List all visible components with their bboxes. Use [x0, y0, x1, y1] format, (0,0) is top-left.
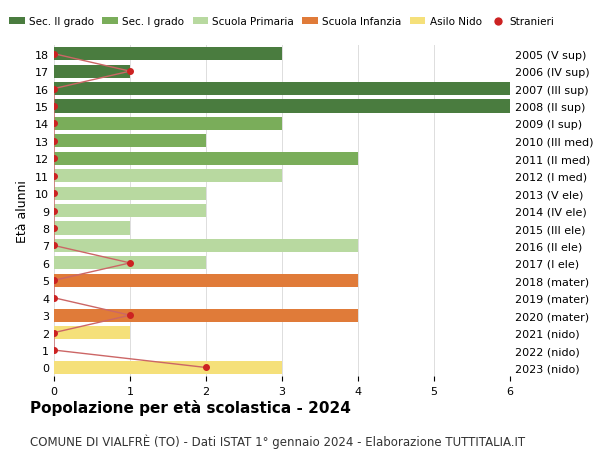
Bar [54, 205, 206, 218]
Bar [54, 361, 282, 374]
Bar [54, 257, 206, 270]
Bar [54, 66, 130, 78]
Y-axis label: Anni di nascita: Anni di nascita [599, 165, 600, 257]
Bar [54, 118, 282, 131]
Bar [54, 100, 510, 113]
Bar [54, 274, 358, 287]
Bar [54, 187, 206, 200]
Bar [54, 240, 358, 252]
Bar [54, 170, 282, 183]
Y-axis label: Età alunni: Età alunni [16, 180, 29, 242]
Bar [54, 222, 130, 235]
Bar [54, 135, 206, 148]
Legend: Sec. II grado, Sec. I grado, Scuola Primaria, Scuola Infanzia, Asilo Nido, Stran: Sec. II grado, Sec. I grado, Scuola Prim… [5, 13, 559, 31]
Bar [54, 152, 358, 166]
Bar [54, 48, 282, 61]
Text: Popolazione per età scolastica - 2024: Popolazione per età scolastica - 2024 [30, 399, 351, 415]
Bar [54, 309, 358, 322]
Bar [54, 83, 510, 96]
Text: COMUNE DI VIALFRÈ (TO) - Dati ISTAT 1° gennaio 2024 - Elaborazione TUTTITALIA.IT: COMUNE DI VIALFRÈ (TO) - Dati ISTAT 1° g… [30, 434, 525, 448]
Bar [54, 326, 130, 339]
